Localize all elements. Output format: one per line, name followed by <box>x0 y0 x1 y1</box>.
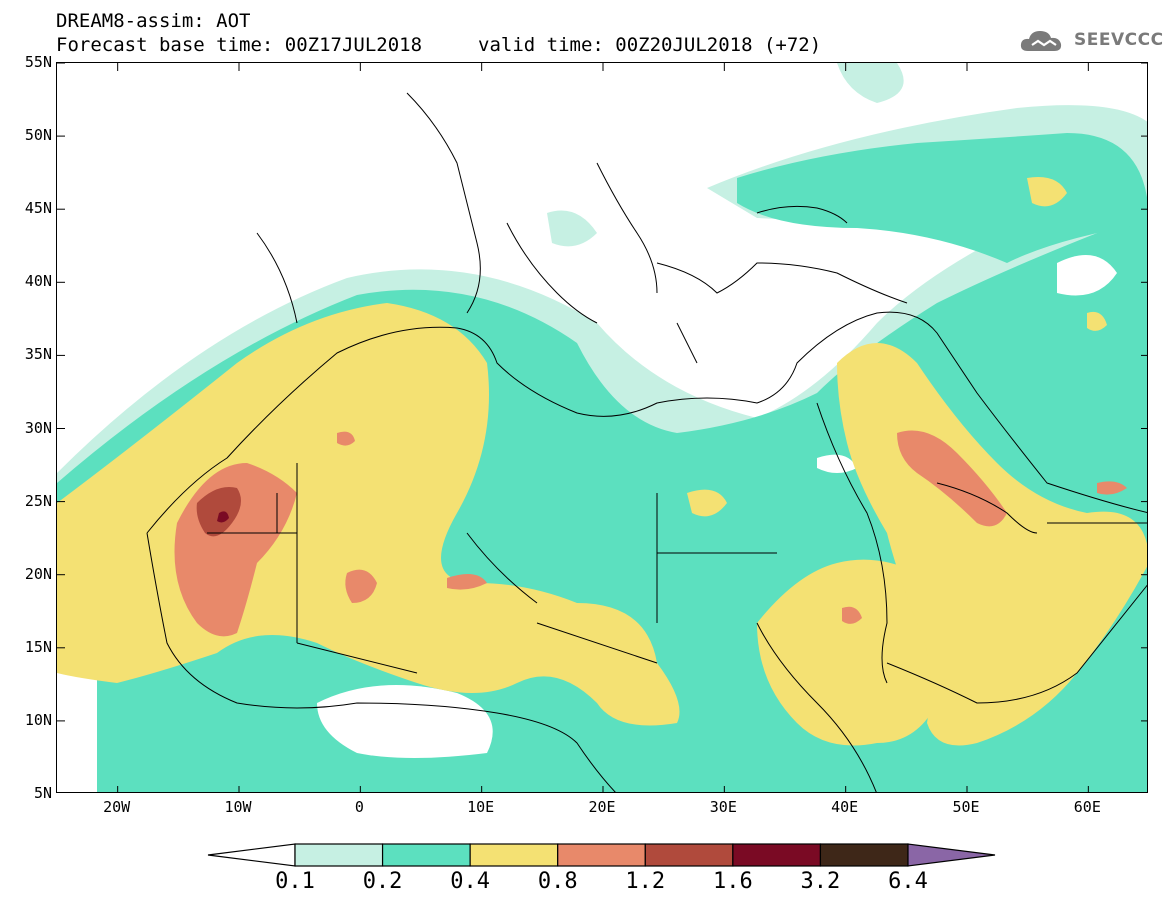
colorbar-level-label: 6.4 <box>888 869 928 894</box>
lon-tick-label: 10E <box>467 798 495 816</box>
forecast-base-time: Forecast base time: 00Z17JUL2018 <box>56 34 423 56</box>
lat-tick-label: 55N <box>24 53 52 71</box>
colorbar-arrow-high <box>907 843 996 867</box>
cloud-icon <box>1020 31 1062 51</box>
coastlines-borders <box>146 92 1147 792</box>
aot-white-gaps <box>57 63 1117 792</box>
valid-time: valid time: 00Z20JUL2018 (+72) <box>478 34 822 56</box>
colorbar-level-label: 3.2 <box>800 869 841 894</box>
seevccc-logo: SEEVCCC <box>1018 26 1164 54</box>
lon-tick-label: 20W <box>103 798 131 816</box>
aot-map <box>56 62 1148 793</box>
lon-tick-label: 40E <box>831 798 859 816</box>
lon-tick-label: 0 <box>354 798 364 816</box>
colorbar-level-label: 1.6 <box>712 869 753 894</box>
lon-tick-label: 20E <box>588 798 616 816</box>
lon-tick-label: 30E <box>709 798 737 816</box>
model-title: DREAM8-assim: AOT <box>56 10 251 32</box>
colorbar-segment <box>732 843 822 867</box>
lat-tick-label: 35N <box>24 345 52 364</box>
lat-tick-label: 20N <box>24 564 52 583</box>
colorbar-segment <box>557 843 646 867</box>
lat-tick-label: 40N <box>24 272 52 291</box>
aot-band-1.2-1.6 <box>196 487 241 537</box>
lat-tick-label: 30N <box>24 418 52 437</box>
colorbar-segment <box>381 843 471 867</box>
aot-field-svg <box>57 63 1147 792</box>
logo-text: SEEVCCC <box>1074 30 1164 50</box>
colorbar-level-label: 1.2 <box>625 869 666 894</box>
colorbar-level-label: 0.8 <box>537 869 578 894</box>
lat-tick-label: 10N <box>24 710 52 729</box>
colorbar-segment <box>644 843 734 867</box>
colorbar-level-label: 0.1 <box>275 869 315 894</box>
colorbar-arrow-low <box>207 843 296 867</box>
lat-tick-label: 5N <box>33 784 52 802</box>
colorbar-segment <box>469 843 559 867</box>
lat-tick-label: 25N <box>24 491 52 510</box>
colorbar-level-label: 0.4 <box>450 869 491 894</box>
colorbar-level-label: 0.2 <box>362 869 403 894</box>
lat-tick-label: 50N <box>24 126 52 145</box>
lon-tick-label: 50E <box>952 798 980 816</box>
lon-tick-label: 10W <box>224 798 252 816</box>
aot-band-1.6-3.2 <box>217 511 229 523</box>
lat-tick-label: 45N <box>24 199 52 218</box>
lat-tick-label: 15N <box>24 637 52 656</box>
lon-tick-label: 60E <box>1073 798 1101 816</box>
colorbar-segment <box>294 843 384 867</box>
map-tick-marks <box>57 63 1147 792</box>
colorbar-segment <box>819 843 909 867</box>
